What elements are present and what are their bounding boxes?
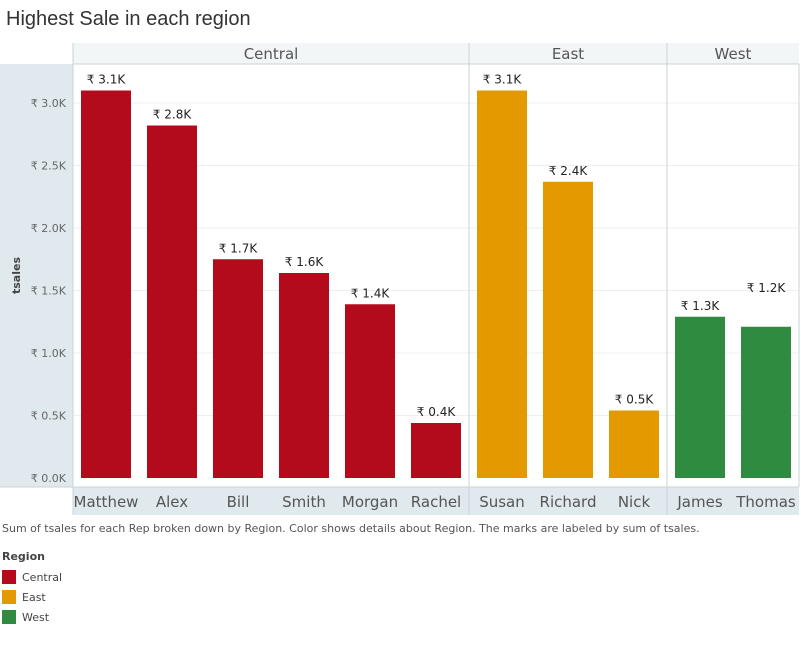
bar-thomas <box>741 326 791 478</box>
category-band <box>469 487 667 515</box>
region-header-west: West <box>715 45 752 63</box>
legend-swatch-central <box>2 570 16 584</box>
region-header-bg <box>469 43 667 64</box>
y-tick-label: ₹ 3.0K <box>31 97 67 110</box>
category-label-susan: Susan <box>479 493 525 511</box>
category-band <box>73 487 469 515</box>
category-label-rachel: Rachel <box>411 493 461 511</box>
bar-susan <box>477 90 527 478</box>
data-label-susan: ₹ 3.1K <box>483 73 523 87</box>
bar-matthew <box>81 90 131 478</box>
bar-nick <box>609 410 659 478</box>
y-tick-label: ₹ 0.0K <box>31 472 67 485</box>
chart-title: Highest Sale in each region <box>6 8 251 30</box>
category-label-richard: Richard <box>540 493 597 511</box>
category-label-smith: Smith <box>282 493 326 511</box>
data-label-matthew: ₹ 3.1K <box>87 73 127 87</box>
bar-rachel <box>411 423 461 478</box>
legend: Region Central East West <box>2 550 62 627</box>
bar-smith <box>279 273 329 478</box>
bar-james <box>675 316 725 478</box>
legend-label-east: East <box>22 590 46 604</box>
legend-label-central: Central <box>22 570 63 584</box>
legend-item-west[interactable]: West <box>2 607 62 627</box>
bar-morgan <box>345 304 395 478</box>
bar-chart: tsales ₹ 0.0K ₹ 0.5K ₹ 1.0K ₹ 1.5K ₹ 2.0K ₹ 2.… <box>0 43 800 515</box>
region-header-bg <box>667 43 799 64</box>
y-tick-label: ₹ 1.5K <box>31 285 67 298</box>
legend-swatch-east <box>2 590 16 604</box>
category-label-morgan: Morgan <box>342 493 398 511</box>
region-header-central: Central <box>244 45 299 63</box>
bar-bill <box>213 259 263 478</box>
data-label-morgan: ₹ 1.4K <box>351 286 391 300</box>
y-tick-label: ₹ 1.0K <box>31 347 67 360</box>
data-label-nick: ₹ 0.5K <box>615 393 655 407</box>
region-header-east: East <box>552 45 584 63</box>
data-label-richard: ₹ 2.4K <box>549 164 589 178</box>
legend-swatch-west <box>2 610 16 624</box>
category-label-bill: Bill <box>227 493 250 511</box>
data-label-alex: ₹ 2.8K <box>153 108 193 122</box>
category-label-thomas: Thomas <box>735 493 796 511</box>
bar-alex <box>147 125 197 478</box>
chart-caption: Sum of tsales for each Rep broken down b… <box>2 522 700 535</box>
legend-title: Region <box>2 550 45 563</box>
y-tick-label: ₹ 2.0K <box>31 222 67 235</box>
legend-item-central[interactable]: Central <box>2 567 62 587</box>
category-band <box>667 487 799 515</box>
legend-item-east[interactable]: East <box>2 587 62 607</box>
category-label-nick: Nick <box>618 493 651 511</box>
y-axis-panel <box>0 64 73 487</box>
category-label-james: James <box>676 493 722 511</box>
bar-richard <box>543 181 593 478</box>
category-label-alex: Alex <box>156 493 188 511</box>
y-tick-label: ₹ 2.5K <box>31 160 67 173</box>
y-axis-title: tsales <box>10 257 23 294</box>
y-tick-label: ₹ 0.5K <box>31 410 67 423</box>
legend-label-west: West <box>22 610 50 624</box>
data-label-rachel: ₹ 0.4K <box>417 405 457 419</box>
region-header-bg <box>73 43 469 64</box>
data-label-james: ₹ 1.3K <box>681 299 721 313</box>
data-label-bill: ₹ 1.7K <box>219 241 259 255</box>
data-label-smith: ₹ 1.6K <box>285 255 325 269</box>
data-label-thomas: ₹ 1.2K <box>747 281 787 295</box>
category-label-matthew: Matthew <box>74 493 139 511</box>
